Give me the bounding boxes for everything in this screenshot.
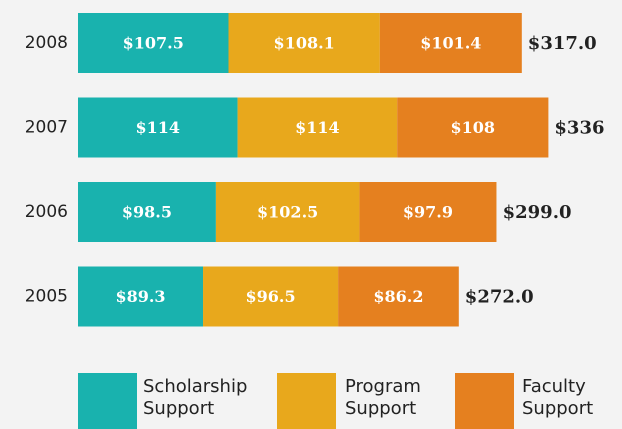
total-label: $299.0 (503, 202, 572, 223)
y-tick-label: 2007 (25, 118, 68, 138)
bar-segment (78, 266, 204, 327)
y-tick-label: 2008 (25, 33, 68, 53)
data-label: $86.2 (373, 287, 423, 306)
bar-segment (359, 182, 497, 242)
total-label: $272.0 (465, 287, 534, 308)
data-label: $107.5 (123, 34, 184, 53)
bar-segment (228, 13, 380, 73)
legend-label: Program Support (345, 376, 421, 419)
legend-swatch (277, 373, 336, 429)
data-label: $102.5 (257, 203, 318, 222)
bar-segment (78, 13, 229, 73)
data-label: $89.3 (115, 287, 165, 306)
data-label: $114 (295, 118, 340, 137)
bar-segment (78, 182, 216, 242)
y-tick-label: 2005 (25, 287, 68, 307)
legend-swatch (455, 373, 514, 429)
bar-segment (237, 97, 398, 158)
plot: 2008 $107.5 $108.1 $101.4 $317.0 2007 $114 $114… (25, 13, 605, 327)
data-label: $108.1 (274, 34, 335, 53)
total-label: $336 (554, 118, 604, 139)
bar-segment (78, 97, 238, 158)
total-label: $317.0 (528, 33, 597, 54)
data-label: $101.4 (420, 34, 481, 53)
bar-segment (338, 266, 459, 327)
data-label: $98.5 (122, 203, 172, 222)
legend-label: Faculty Support (522, 376, 594, 419)
bar-segment (397, 97, 549, 158)
bar-segment (203, 266, 339, 327)
legend-label: Scholarship Support (143, 376, 248, 419)
bar-segment (215, 182, 360, 242)
data-label: $97.9 (403, 203, 453, 222)
data-label: $96.5 (246, 287, 296, 306)
legend-swatch (78, 373, 137, 429)
data-label: $114 (136, 118, 181, 137)
data-label: $108 (451, 118, 496, 137)
bar-segment (379, 13, 522, 73)
y-tick-label: 2006 (25, 202, 68, 222)
